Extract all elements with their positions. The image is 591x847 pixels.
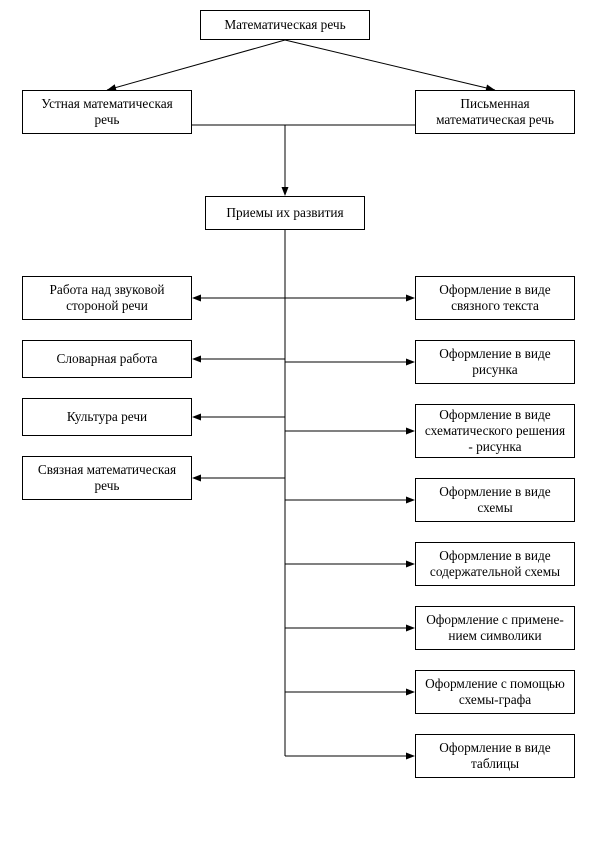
node-R7: Оформление с помощью схемы-графа xyxy=(415,670,575,714)
node-label: Оформление в виде содержательной схемы xyxy=(422,548,568,580)
node-label: Письменная математическая речь xyxy=(422,96,568,128)
node-label: Оформление в виде схемы xyxy=(422,484,568,516)
node-oral: Устная математическая речь xyxy=(22,90,192,134)
node-R3: Оформление в виде схематического решения… xyxy=(415,404,575,458)
node-L1: Работа над звуковой стороной речи xyxy=(22,276,192,320)
node-label: Оформление с примене-нием символики xyxy=(422,612,568,644)
node-L2: Словарная работа xyxy=(22,340,192,378)
node-L4: Связная математическая речь xyxy=(22,456,192,500)
node-label: Оформление в виде схематического решения… xyxy=(422,407,568,455)
node-root: Математическая речь xyxy=(200,10,370,40)
node-label: Связная математическая речь xyxy=(29,462,185,494)
node-methods: Приемы их развития xyxy=(205,196,365,230)
node-label: Словарная работа xyxy=(57,351,158,367)
node-R1: Оформление в виде связного текста xyxy=(415,276,575,320)
node-label: Оформление в виде таблицы xyxy=(422,740,568,772)
node-label: Приемы их развития xyxy=(226,205,343,221)
node-L3: Культура речи xyxy=(22,398,192,436)
node-label: Оформление в виде рисунка xyxy=(422,346,568,378)
node-written: Письменная математическая речь xyxy=(415,90,575,134)
node-label: Оформление с помощью схемы-графа xyxy=(422,676,568,708)
node-label: Оформление в виде связного текста xyxy=(422,282,568,314)
node-label: Работа над звуковой стороной речи xyxy=(29,282,185,314)
node-label: Культура речи xyxy=(67,409,147,425)
node-R5: Оформление в виде содержательной схемы xyxy=(415,542,575,586)
node-R2: Оформление в виде рисунка xyxy=(415,340,575,384)
node-R4: Оформление в виде схемы xyxy=(415,478,575,522)
node-R8: Оформление в виде таблицы xyxy=(415,734,575,778)
diagram-canvas: Математическая речь Устная математическая… xyxy=(0,0,591,847)
node-R6: Оформление с примене-нием символики xyxy=(415,606,575,650)
node-label: Математическая речь xyxy=(224,17,345,33)
node-label: Устная математическая речь xyxy=(29,96,185,128)
